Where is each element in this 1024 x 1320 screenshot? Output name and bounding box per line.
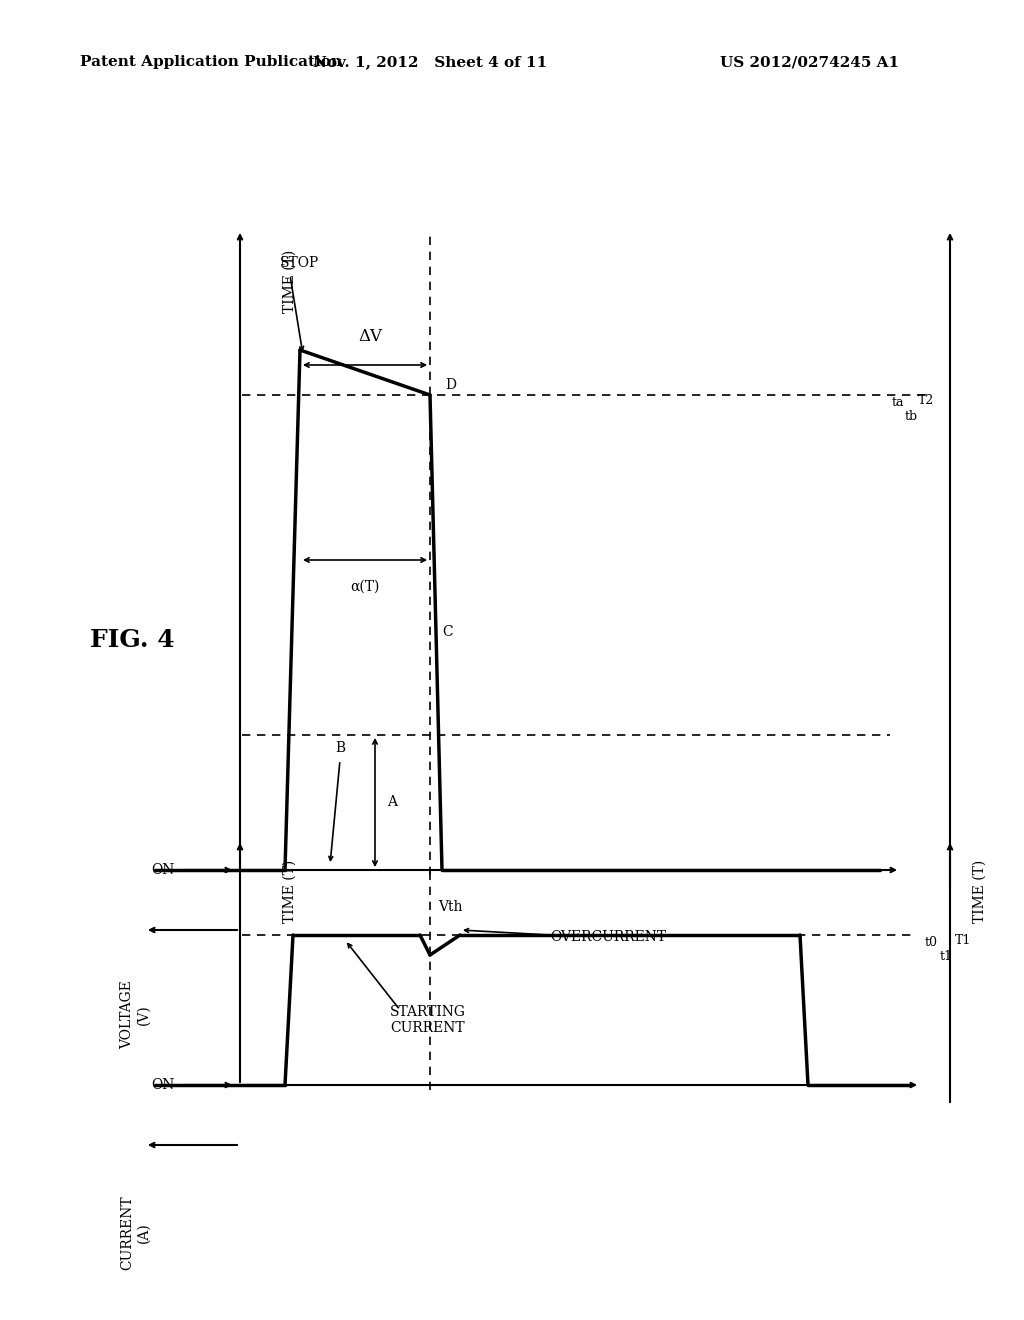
Text: α(T): α(T) [350,579,380,594]
Text: ΔV: ΔV [358,327,382,345]
Text: C: C [442,624,453,639]
Text: Nov. 1, 2012   Sheet 4 of 11: Nov. 1, 2012 Sheet 4 of 11 [313,55,547,69]
Text: FIG. 4: FIG. 4 [90,628,175,652]
Text: T2: T2 [918,393,934,407]
Text: ON: ON [152,863,175,876]
Text: CURRENT
(A): CURRENT (A) [120,1195,151,1270]
Text: tb: tb [905,411,919,424]
Text: Vth: Vth [438,900,463,913]
Text: ON: ON [152,1078,175,1092]
Text: OVERCURRENT: OVERCURRENT [550,931,667,944]
Text: TIME (T): TIME (T) [283,861,297,923]
Text: VOLTAGE
(V): VOLTAGE (V) [120,979,151,1049]
Text: t1: t1 [940,950,953,964]
Text: D: D [445,378,456,392]
Text: ta: ta [892,396,904,409]
Text: t0: t0 [925,936,938,949]
Text: T1: T1 [955,933,972,946]
Text: TIME (T): TIME (T) [283,249,297,313]
Text: STARTING
CURRENT: STARTING CURRENT [390,1005,466,1035]
Text: US 2012/0274245 A1: US 2012/0274245 A1 [720,55,899,69]
Text: B: B [335,741,345,755]
Text: Patent Application Publication: Patent Application Publication [80,55,342,69]
Text: STOP: STOP [280,256,319,271]
Text: A: A [387,795,397,809]
Text: TIME (T): TIME (T) [973,861,987,923]
